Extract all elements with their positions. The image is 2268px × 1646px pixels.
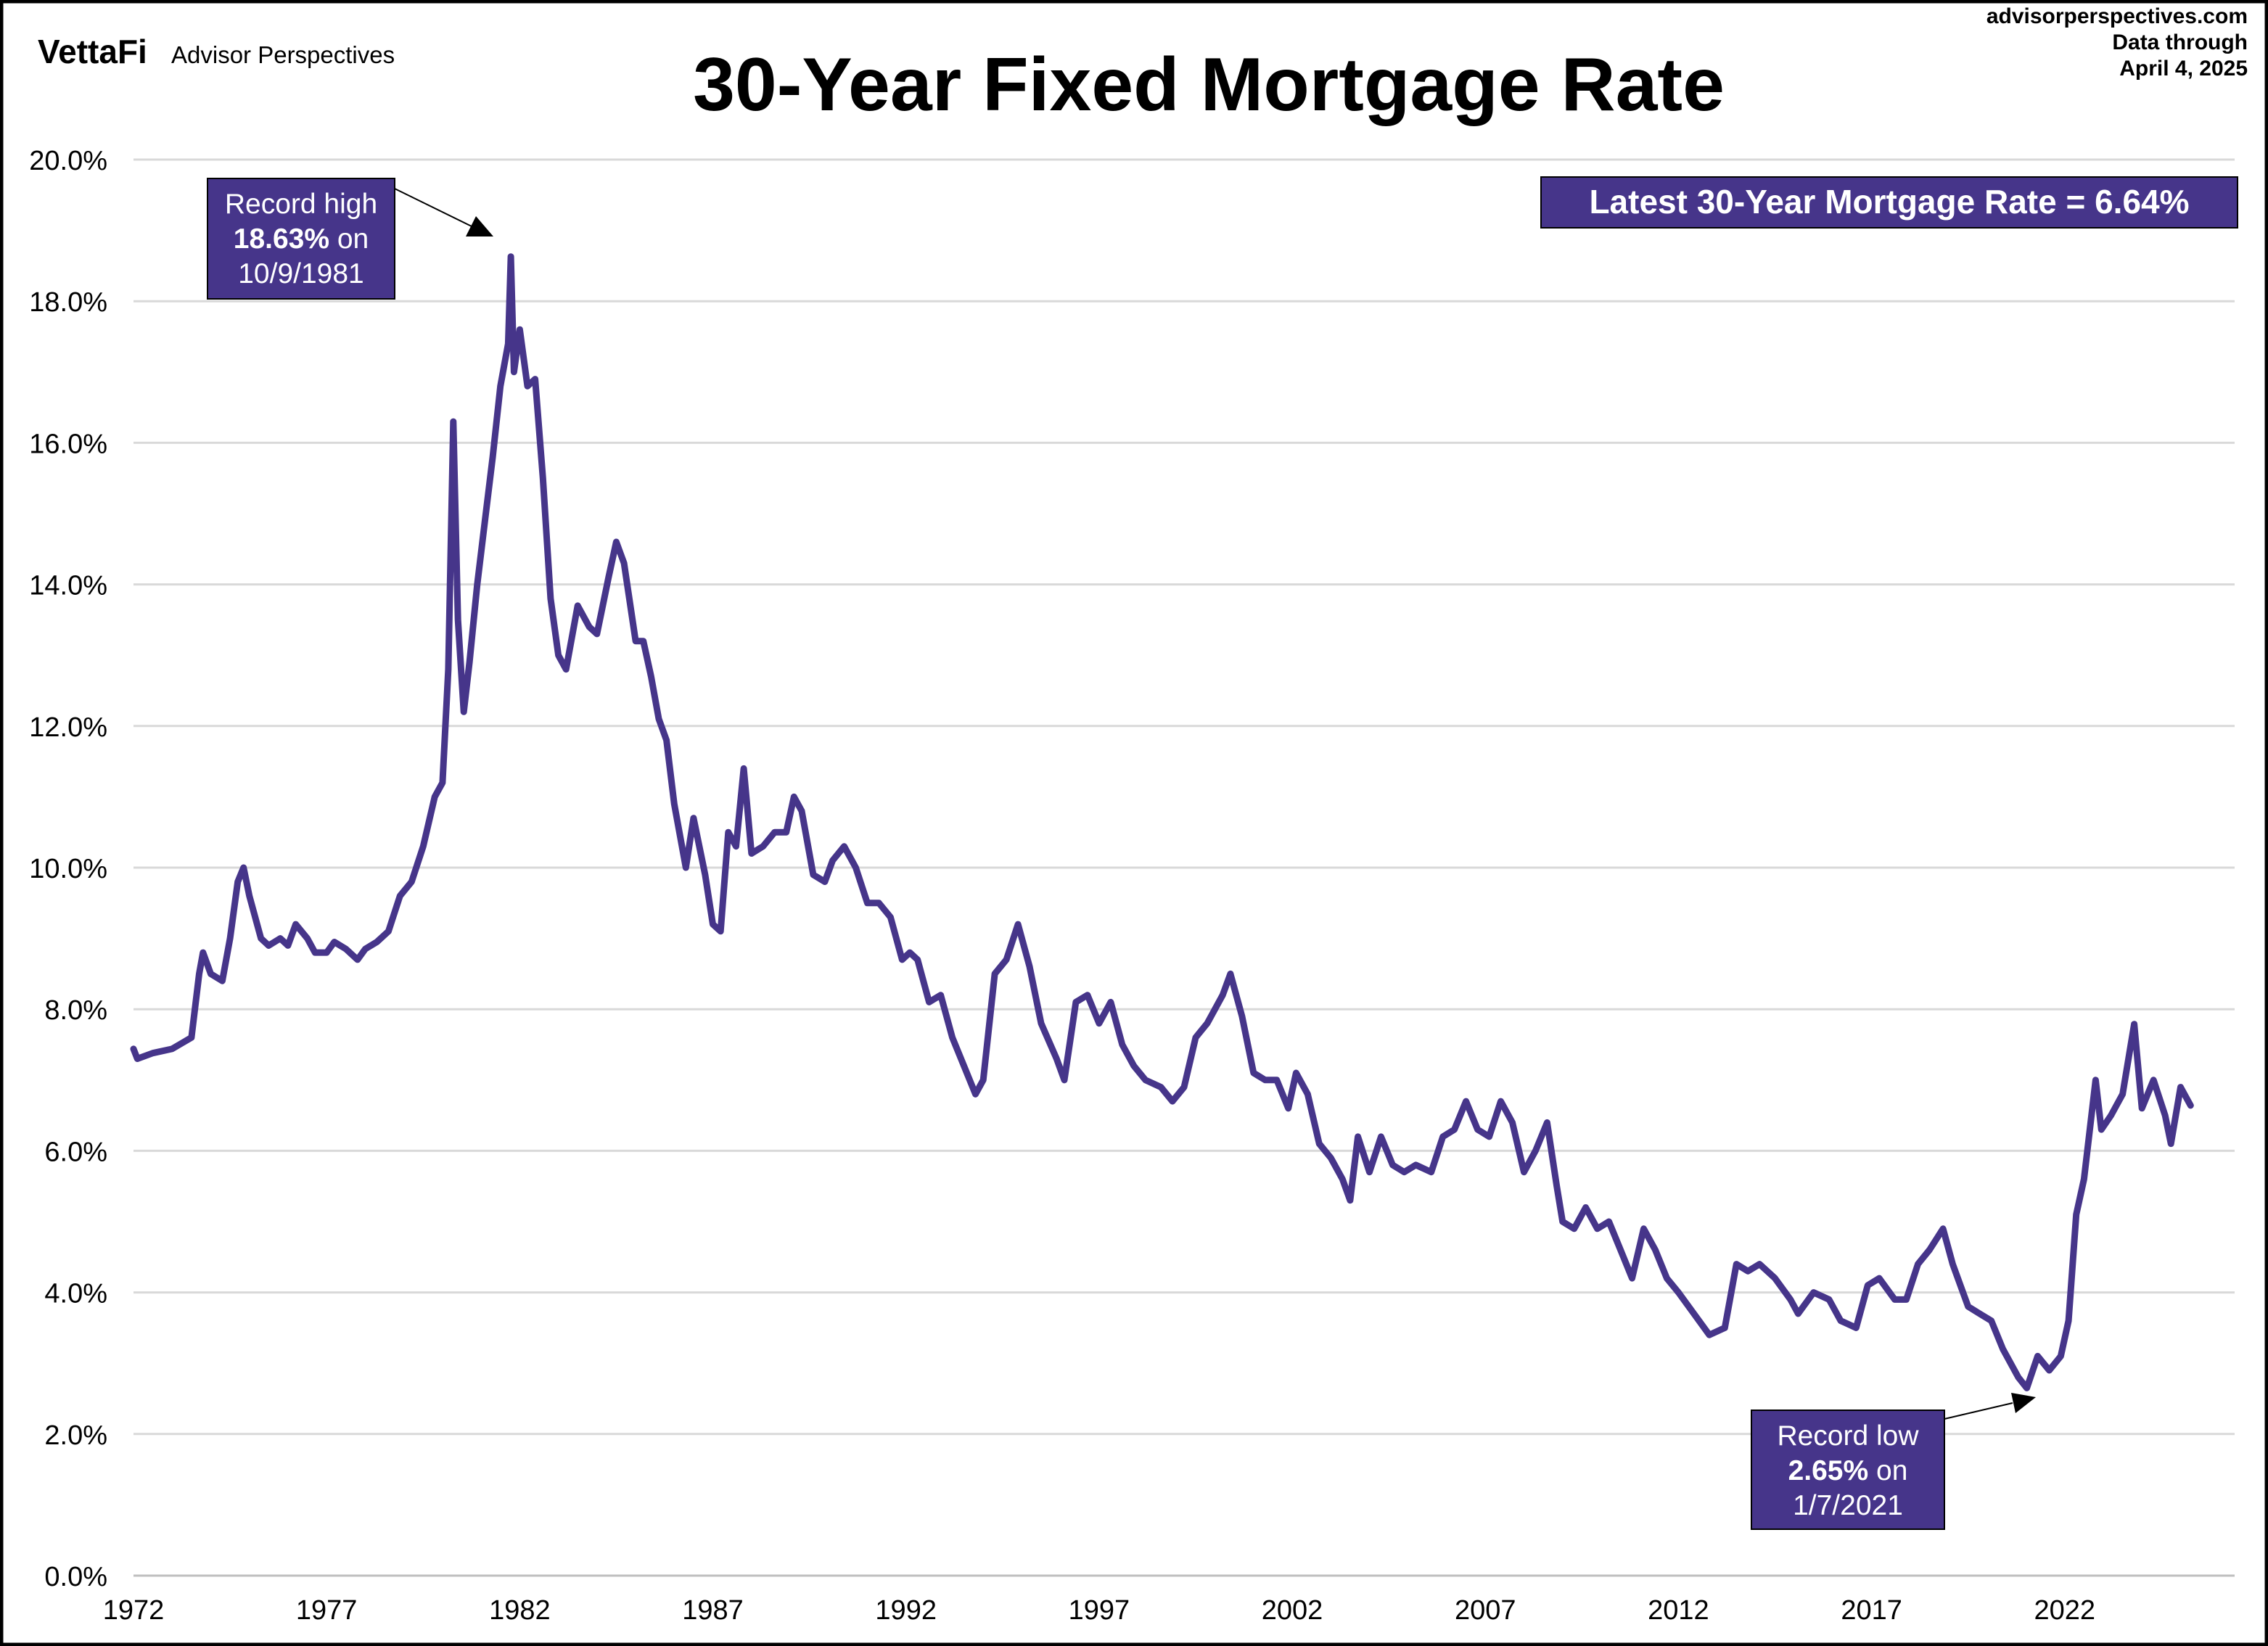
record-high-label: Record high (225, 189, 377, 220)
data-through-date: April 4, 2025 (2119, 57, 2248, 81)
record-high-arrowhead (466, 216, 493, 236)
x-tick-label: 1972 (103, 1595, 165, 1626)
y-tick-label: 12.0% (29, 712, 107, 743)
y-tick-label: 8.0% (44, 995, 107, 1026)
x-tick-label: 2007 (1455, 1595, 1516, 1626)
x-tick-label: 2022 (2034, 1595, 2095, 1626)
x-tick-label: 1992 (875, 1595, 937, 1626)
record-high-date: 10/9/1981 (238, 258, 364, 289)
x-tick-label: 1997 (1069, 1595, 1130, 1626)
logo-subtitle: Advisor Perspectives (171, 41, 395, 68)
y-tick-label: 0.0% (44, 1562, 107, 1592)
record-high-value: 18.63% (234, 223, 329, 255)
chart-title: 30-Year Fixed Mortgage Rate (693, 43, 1725, 127)
y-tick-label: 20.0% (29, 146, 107, 176)
y-tick-label: 10.0% (29, 854, 107, 884)
record-low-arrowhead (2011, 1393, 2036, 1413)
x-tick-label: 2002 (1262, 1595, 1323, 1626)
y-tick-label: 16.0% (29, 429, 107, 459)
record-high-arrow (394, 188, 472, 227)
x-tick-label: 1987 (682, 1595, 744, 1626)
record-high-annotation: Record high 18.63% on 10/9/1981 (207, 178, 493, 300)
series-line-mortgage-rate (130, 253, 2194, 1391)
latest-rate-text: Latest 30-Year Mortgage Rate = 6.64% (1589, 183, 2189, 221)
logo-brand: VettaFi (38, 33, 147, 70)
record-low-value-line: 2.65% on (1788, 1455, 1908, 1486)
y-tick-label: 6.0% (44, 1137, 107, 1167)
record-low-on: on (1868, 1455, 1907, 1486)
record-low-date: 1/7/2021 (1793, 1490, 1903, 1521)
x-tick-label: 2017 (1841, 1595, 1902, 1626)
vettafi-logo: VettaFi Advisor Perspectives (38, 33, 395, 70)
x-tick-label: 1982 (489, 1595, 551, 1626)
source-url: advisorperspectives.com (1986, 4, 2248, 28)
record-high-on: on (329, 223, 369, 255)
latest-rate-box: Latest 30-Year Mortgage Rate = 6.64% (1540, 176, 2238, 229)
data-through-label: Data through (2112, 30, 2248, 54)
y-tick-label: 14.0% (29, 571, 107, 601)
x-axis-ticks: 1972 1977 1982 1987 1992 1997 2002 2007 2012 2017… (103, 1595, 2095, 1626)
y-tick-label: 4.0% (44, 1279, 107, 1309)
record-low-value: 2.65% (1788, 1455, 1869, 1486)
record-high-value-line: 18.63% on (234, 223, 369, 255)
x-tick-label: 1977 (296, 1595, 358, 1626)
y-tick-label: 2.0% (44, 1420, 107, 1451)
y-tick-label: 18.0% (29, 287, 107, 318)
y-axis-ticks: 0.0% 2.0% 4.0% 6.0% 8.0% 10.0% 12.0% 14.0% 16.0%… (29, 146, 107, 1592)
record-low-label: Record low (1777, 1420, 1919, 1452)
record-low-arrow (1944, 1402, 2013, 1420)
x-tick-label: 2012 (1648, 1595, 1709, 1626)
record-low-annotation: Record low 2.65% on 1/7/2021 (1751, 1393, 2036, 1530)
